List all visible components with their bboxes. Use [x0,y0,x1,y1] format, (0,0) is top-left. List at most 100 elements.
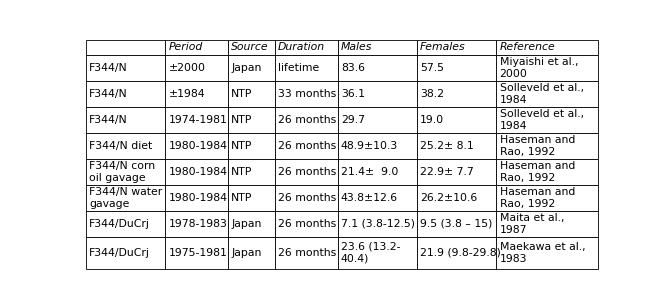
Text: 83.6: 83.6 [341,63,365,73]
Text: NTP: NTP [231,89,253,99]
Bar [417,107,496,133]
Bar [165,107,228,133]
Bar [228,55,275,81]
Text: Japan: Japan [231,63,261,73]
Text: Japan: Japan [231,248,261,258]
Text: 57.5: 57.5 [420,63,444,73]
Text: 7.1 (3.8-12.5): 7.1 (3.8-12.5) [341,219,415,229]
Text: 29.7: 29.7 [341,115,365,125]
Bar [228,40,275,55]
Text: 26 months: 26 months [278,141,336,151]
Bar [275,107,338,133]
Text: 43.8±12.6: 43.8±12.6 [341,193,398,203]
Text: 1974-1981: 1974-1981 [169,115,227,125]
Text: Period: Period [169,43,203,53]
Bar [275,159,338,185]
Bar [228,133,275,159]
Bar [165,40,228,55]
Bar [228,185,275,211]
Text: Maekawa et al.,
1983: Maekawa et al., 1983 [500,242,585,264]
Bar [496,159,598,185]
Text: F344/N water
gavage: F344/N water gavage [89,187,162,209]
Text: F344/N: F344/N [89,89,128,99]
Text: Haseman and
Rao, 1992: Haseman and Rao, 1992 [500,135,575,157]
Bar [86,81,165,107]
Bar [86,107,165,133]
Bar [275,40,338,55]
Bar [275,133,338,159]
Text: F344/DuCrj: F344/DuCrj [89,219,150,229]
Text: F344/N: F344/N [89,115,128,125]
Bar [228,159,275,185]
Text: 26 months: 26 months [278,219,336,229]
Text: NTP: NTP [231,115,253,125]
Bar [275,55,338,81]
Text: ±2000: ±2000 [169,63,205,73]
Bar [86,237,165,269]
Text: 26.2±10.6: 26.2±10.6 [420,193,478,203]
Text: 9.5 (3.8 – 15): 9.5 (3.8 – 15) [420,219,492,229]
Text: 21.4±  9.0: 21.4± 9.0 [341,167,398,177]
Bar [228,107,275,133]
Bar [86,55,165,81]
Text: Duration: Duration [278,43,325,53]
Text: 48.9±10.3: 48.9±10.3 [341,141,398,151]
Bar [86,185,165,211]
Bar [228,211,275,237]
Text: ±1984: ±1984 [169,89,205,99]
Bar [496,185,598,211]
Text: Solleveld et al.,
1984: Solleveld et al., 1984 [500,109,584,131]
Bar [86,133,165,159]
Bar [165,185,228,211]
Bar [338,40,417,55]
Bar [86,40,165,55]
Bar [165,159,228,185]
Bar [275,185,338,211]
Text: F344/N diet: F344/N diet [89,141,152,151]
Text: 1980-1984: 1980-1984 [169,141,227,151]
Bar [417,40,496,55]
Text: 1975-1981: 1975-1981 [169,248,227,258]
Bar [165,237,228,269]
Text: 1980-1984: 1980-1984 [169,167,227,177]
Bar [165,81,228,107]
Text: Males: Males [341,43,372,53]
Bar [275,211,338,237]
Bar [496,237,598,269]
Bar [496,40,598,55]
Bar [417,185,496,211]
Bar [338,159,417,185]
Bar [417,237,496,269]
Text: Source: Source [231,43,269,53]
Text: Solleveld et al.,
1984: Solleveld et al., 1984 [500,83,584,105]
Text: 22.9± 7.7: 22.9± 7.7 [420,167,474,177]
Bar [86,211,165,237]
Bar [165,211,228,237]
Bar [338,133,417,159]
Text: 23.6 (13.2-
40.4): 23.6 (13.2- 40.4) [341,242,400,264]
Text: F344/N corn
oil gavage: F344/N corn oil gavage [89,161,155,183]
Text: Miyaishi et al.,
2000: Miyaishi et al., 2000 [500,57,578,79]
Text: 1980-1984: 1980-1984 [169,193,227,203]
Text: 1978-1983: 1978-1983 [169,219,227,229]
Text: Japan: Japan [231,219,261,229]
Bar [338,81,417,107]
Bar [417,133,496,159]
Text: Maita et al.,
1987: Maita et al., 1987 [500,213,564,235]
Text: F344/N: F344/N [89,63,128,73]
Text: Haseman and
Rao, 1992: Haseman and Rao, 1992 [500,187,575,209]
Bar [86,159,165,185]
Text: NTP: NTP [231,167,253,177]
Text: NTP: NTP [231,141,253,151]
Bar [275,81,338,107]
Text: 33 months: 33 months [278,89,336,99]
Text: NTP: NTP [231,193,253,203]
Bar [338,237,417,269]
Bar [417,159,496,185]
Text: Reference: Reference [500,43,556,53]
Text: Haseman and
Rao, 1992: Haseman and Rao, 1992 [500,161,575,183]
Bar [417,81,496,107]
Text: 26 months: 26 months [278,193,336,203]
Bar [165,133,228,159]
Bar [338,107,417,133]
